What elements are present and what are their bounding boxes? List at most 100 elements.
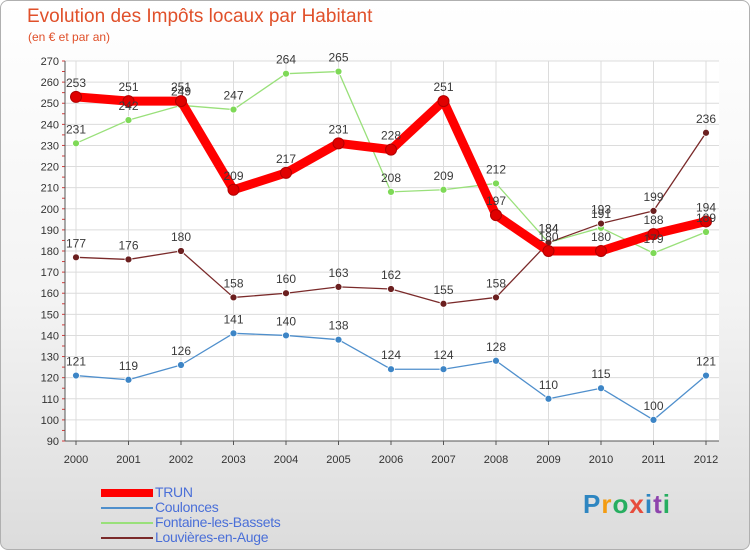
- data-label: 177: [66, 236, 86, 250]
- data-label: 163: [328, 266, 348, 280]
- data-point: [282, 331, 290, 340]
- logo-letter: t: [653, 489, 663, 519]
- data-point: [229, 329, 238, 338]
- data-label: 231: [66, 122, 86, 136]
- data-label: 180: [538, 230, 558, 244]
- data-label: 138: [328, 319, 348, 333]
- x-tick-label: 2002: [169, 454, 193, 466]
- data-label: 191: [591, 207, 611, 221]
- x-tick-label: 2003: [221, 454, 245, 466]
- data-label: 247: [223, 89, 243, 103]
- data-point: [439, 299, 448, 308]
- y-tick-label: 200: [41, 204, 59, 216]
- x-tick-label: 2005: [326, 454, 350, 466]
- y-tick-label: 220: [41, 162, 59, 174]
- data-label: 251: [118, 80, 138, 94]
- data-label: 251: [433, 80, 453, 94]
- data-label: 189: [696, 211, 716, 225]
- data-label: 126: [171, 344, 191, 358]
- data-point: [702, 228, 710, 236]
- data-label: 209: [433, 169, 453, 183]
- data-point: [387, 285, 395, 293]
- data-label: 176: [118, 238, 138, 252]
- y-tick-label: 230: [41, 140, 59, 152]
- data-point: [70, 90, 82, 103]
- legend-swatch: [101, 521, 153, 524]
- chart-title: Evolution des Impôts locaux par Habitant: [27, 6, 373, 27]
- data-label: 155: [433, 283, 453, 297]
- data-point: [122, 95, 135, 108]
- y-tick-label: 240: [41, 119, 59, 131]
- y-tick-label: 190: [41, 225, 59, 237]
- data-point: [490, 209, 502, 222]
- data-label: 140: [276, 314, 296, 328]
- x-tick-label: 2004: [274, 454, 298, 466]
- data-label: 184: [538, 222, 558, 236]
- data-point: [647, 228, 660, 241]
- data-label: 209: [223, 169, 243, 183]
- data-point: [700, 215, 712, 228]
- data-point: [542, 245, 555, 257]
- data-point: [124, 255, 133, 264]
- data-label: 121: [696, 355, 716, 369]
- data-label: 119: [119, 359, 138, 373]
- data-point: [332, 137, 345, 150]
- data-point: [595, 245, 607, 257]
- data-label: 253: [66, 76, 86, 90]
- legend-label: Fontaine-les-Bassets: [155, 514, 281, 530]
- data-point: [702, 371, 710, 380]
- data-label: 242: [118, 99, 138, 113]
- y-tick-label: 110: [41, 394, 59, 406]
- legend-label: TRUN: [155, 484, 193, 500]
- data-point: [492, 293, 500, 302]
- x-tick-label: 2010: [589, 454, 613, 466]
- data-point: [280, 166, 292, 179]
- y-tick-label: 210: [41, 183, 59, 195]
- data-label: 184: [538, 222, 558, 236]
- x-tick-label: 2012: [694, 454, 718, 466]
- data-point: [177, 361, 185, 369]
- y-tick-label: 130: [41, 352, 59, 364]
- data-label: 121: [66, 355, 86, 369]
- data-point: [492, 356, 500, 365]
- data-label: 158: [223, 276, 243, 290]
- data-label: 162: [381, 268, 401, 282]
- y-tick-label: 120: [41, 373, 59, 385]
- proxiti-logo: Proxiti: [583, 489, 671, 520]
- data-label: 199: [643, 190, 663, 204]
- y-tick-label: 170: [41, 267, 59, 279]
- data-point: [544, 394, 553, 403]
- data-point: [124, 116, 133, 125]
- data-point: [229, 293, 238, 302]
- legend-swatch: [101, 488, 153, 497]
- logo-letter: o: [612, 489, 630, 519]
- data-point: [649, 249, 658, 258]
- data-point: [439, 185, 448, 194]
- data-point: [334, 282, 343, 291]
- data-point: [439, 365, 448, 374]
- x-tick-label: 2011: [642, 454, 666, 466]
- data-label: 180: [591, 230, 611, 244]
- data-label: 193: [591, 203, 611, 217]
- data-label: 124: [433, 348, 453, 362]
- x-tick-label: 2000: [64, 454, 88, 466]
- data-label: 217: [276, 152, 296, 166]
- x-tick-label: 2006: [379, 454, 403, 466]
- data-point: [597, 219, 605, 228]
- data-point: [177, 247, 185, 255]
- y-tick-label: 90: [47, 436, 59, 448]
- data-point: [229, 105, 238, 114]
- data-label: 212: [486, 162, 506, 176]
- data-point: [227, 183, 240, 196]
- data-point: [702, 128, 710, 137]
- data-label: 264: [276, 53, 296, 67]
- y-tick-label: 260: [41, 77, 59, 89]
- data-point: [385, 143, 397, 156]
- y-tick-label: 150: [41, 309, 59, 321]
- data-label: 179: [643, 232, 663, 246]
- data-label: 236: [696, 112, 716, 126]
- x-tick-label: 2007: [431, 454, 455, 466]
- x-tick-label: 2009: [536, 454, 560, 466]
